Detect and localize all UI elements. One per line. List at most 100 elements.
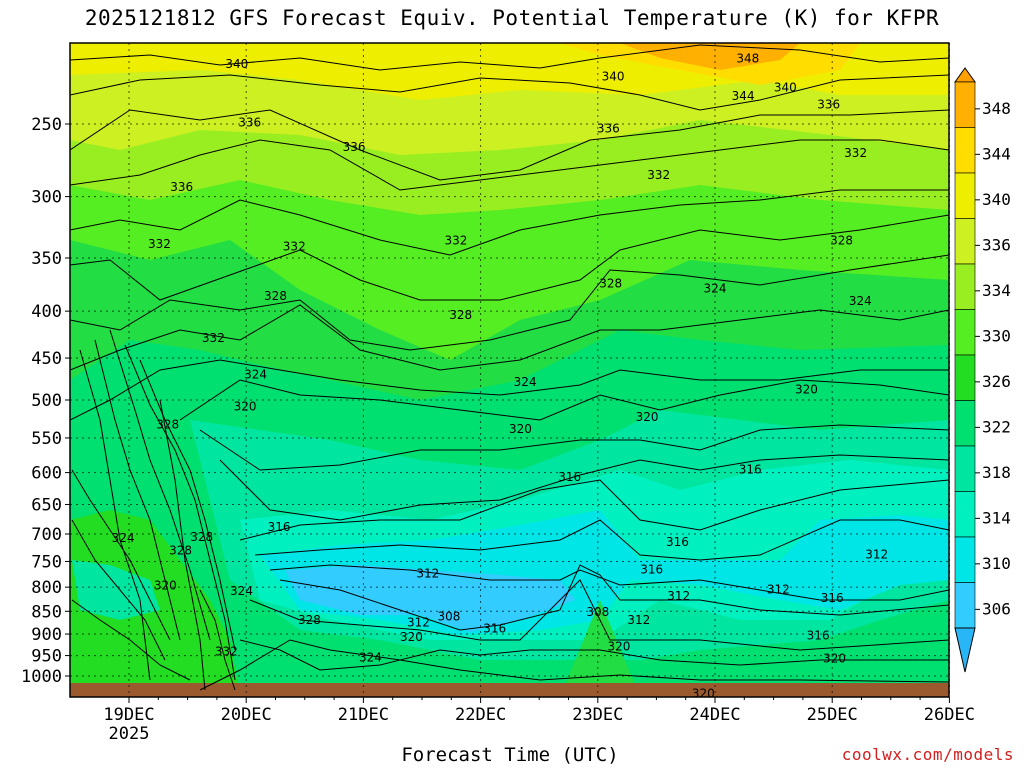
svg-text:320: 320	[154, 579, 177, 593]
svg-text:316: 316	[558, 470, 581, 484]
contour-label: 328	[830, 234, 853, 248]
svg-text:340: 340	[602, 70, 625, 84]
svg-text:332: 332	[844, 146, 867, 160]
contour-label: 328	[190, 530, 213, 544]
contour-label: 336	[238, 115, 261, 129]
contour-lines	[70, 44, 949, 691]
contour-label: 328	[599, 276, 622, 290]
contour-label: 316	[558, 470, 581, 484]
contour-label: 324	[244, 368, 267, 382]
contour-label: 312	[767, 583, 790, 597]
svg-text:324: 324	[704, 282, 727, 296]
contour-line	[199, 424, 949, 471]
contour-label: 320	[795, 383, 818, 397]
y-tick-label: 750	[31, 552, 62, 572]
colorbar-segment	[954, 400, 976, 447]
contour-line	[159, 399, 206, 691]
contour-label: 308	[586, 605, 609, 619]
contour-line	[269, 564, 949, 601]
svg-text:316: 316	[807, 628, 830, 642]
theta-e-field	[70, 43, 949, 697]
x-axis: 19DEC 20DEC 21DEC 22DEC 23DEC 24DEC 25DEC 26DEC…	[103, 697, 975, 744]
contour-label: 336	[817, 97, 840, 111]
contour-label: 340	[225, 57, 248, 71]
contour-label: 308	[438, 609, 461, 623]
contour-label: 344	[732, 89, 755, 103]
contour-label: 320	[636, 410, 659, 424]
contour-line	[139, 359, 236, 651]
svg-text:316: 316	[640, 562, 663, 576]
field-band	[560, 600, 640, 697]
svg-text:336: 336	[238, 115, 261, 129]
credit-text: coolwx.com/models	[841, 745, 1014, 764]
svg-text:312: 312	[667, 589, 690, 603]
colorbar-cap-bottom	[954, 627, 976, 673]
contour-label: 312	[627, 613, 650, 627]
contour-label: 328	[449, 308, 472, 322]
svg-text:320: 320	[692, 687, 715, 701]
svg-text:332: 332	[215, 644, 238, 658]
contour-line	[70, 214, 949, 301]
colorbar-label: 340	[982, 190, 1011, 209]
svg-text:324: 324	[230, 584, 253, 598]
contour-label: 324	[849, 294, 872, 308]
svg-text:308: 308	[438, 609, 461, 623]
svg-text:332: 332	[445, 234, 468, 248]
contour-label: 324	[704, 282, 727, 296]
contour-line	[70, 254, 949, 351]
contour-line	[109, 329, 211, 641]
contour-line	[179, 379, 949, 421]
colorbar-label: 306	[982, 599, 1011, 618]
y-tick-label: 950	[31, 647, 62, 667]
contour-label: 316	[739, 462, 762, 476]
contour-label: 324	[112, 531, 135, 545]
contour-label: 312	[667, 589, 690, 603]
svg-text:328: 328	[449, 308, 472, 322]
contour-line	[70, 304, 949, 371]
contour-label: 324	[230, 584, 253, 598]
field-band	[72, 560, 160, 620]
contour-label: 332	[215, 644, 238, 658]
svg-text:324: 324	[359, 651, 382, 665]
y-tick-label: 500	[31, 391, 62, 411]
x-tick-label: 19DEC	[103, 705, 154, 725]
colorbar-label: 344	[982, 144, 1011, 163]
contour-line	[239, 639, 949, 671]
colorbar-segment	[954, 354, 976, 401]
y-tick-label: 450	[31, 349, 62, 369]
contour-label: 328	[156, 418, 179, 432]
x-tick-label: 22DEC	[455, 705, 506, 725]
svg-text:320: 320	[607, 640, 630, 654]
contour-line	[124, 344, 236, 681]
svg-text:340: 340	[774, 80, 797, 94]
svg-text:332: 332	[148, 237, 171, 251]
svg-text:324: 324	[514, 375, 537, 389]
contour-label: 312	[407, 615, 430, 629]
contour-line	[71, 599, 191, 681]
contour-label: 312	[416, 566, 439, 580]
contour-line	[70, 44, 949, 71]
colorbar: 348 344 340 336 334 330 326 322 318 314 310 306	[954, 67, 1011, 673]
svg-text:316: 316	[739, 462, 762, 476]
svg-text:324: 324	[112, 531, 135, 545]
colorbar-segment	[954, 172, 976, 219]
contour-label: 316	[821, 591, 844, 605]
svg-text:328: 328	[156, 418, 179, 432]
x-year-label: 2025	[109, 724, 150, 744]
y-tick-label: 650	[31, 495, 62, 515]
contour-label: 336	[170, 180, 193, 194]
svg-text:328: 328	[599, 276, 622, 290]
svg-text:324: 324	[244, 368, 267, 382]
contour-line	[71, 469, 171, 641]
contour-label: 320	[234, 399, 257, 413]
svg-text:320: 320	[795, 383, 818, 397]
ground-strip	[70, 683, 949, 697]
contour-label: 316	[666, 535, 689, 549]
contour-label: 320	[154, 579, 177, 593]
svg-text:312: 312	[627, 613, 650, 627]
contour-label: 328	[169, 544, 192, 558]
colorbar-label: 310	[982, 554, 1011, 573]
svg-text:332: 332	[202, 331, 225, 345]
svg-text:320: 320	[636, 410, 659, 424]
y-tick-label: 600	[31, 464, 62, 484]
